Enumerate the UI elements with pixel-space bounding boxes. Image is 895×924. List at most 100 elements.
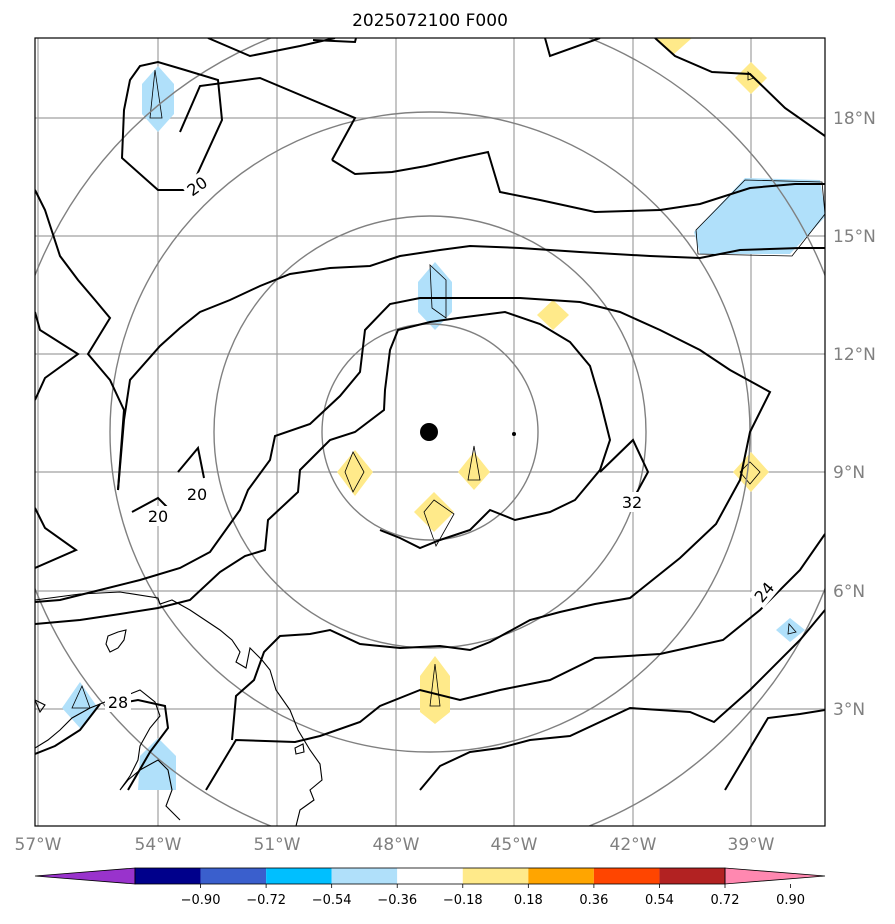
range-ring (213, 215, 647, 649)
contours (35, 38, 825, 791)
contour-line (177, 445, 205, 479)
contour-label: 20 (148, 507, 168, 526)
contour-line (35, 703, 101, 755)
colorbar-segment (397, 868, 463, 884)
lon-tick-label: 45°W (491, 835, 538, 855)
colorbar-segment (528, 868, 594, 884)
lat-tick-label: 18°N (833, 109, 876, 129)
positive-patch (420, 656, 450, 724)
contour-label: 32 (622, 493, 642, 512)
contour-line (724, 709, 825, 791)
colorbar-segment (462, 868, 529, 884)
contour-line (35, 189, 126, 491)
shaded-field (62, 38, 825, 790)
shade-outline (695, 179, 825, 257)
lat-tick-label: 6°N (833, 582, 865, 602)
lon-tick-label: 42°W (610, 835, 657, 855)
colorbar-segment (200, 868, 267, 884)
contour-line (179, 76, 357, 161)
positive-patch (414, 492, 454, 532)
negative-patch (418, 262, 452, 330)
contour-line (654, 38, 825, 137)
positive-patch (733, 452, 769, 492)
latitude-labels: 18°N 15°N 12°N 9°N 6°N 3°N (833, 109, 876, 720)
positive-patch (654, 38, 692, 54)
contour-line (35, 507, 79, 569)
lon-tick-label: 57°W (15, 835, 62, 855)
map-title: 2025072100 F000 (352, 11, 508, 31)
positive-patch (537, 300, 569, 330)
contour-label: 20 (187, 485, 207, 504)
colorbar-segment (331, 868, 398, 884)
colorbar-label: −0.54 (312, 893, 352, 908)
colorbar-label: 0.72 (711, 893, 740, 908)
colorbar-segment (659, 868, 725, 884)
coastline (35, 591, 323, 826)
shade-outline (429, 264, 447, 319)
lat-tick-label: 12°N (833, 345, 876, 365)
positive-patch (735, 62, 767, 94)
colorbar-label: −0.72 (246, 893, 286, 908)
lat-tick-label: 3°N (833, 700, 865, 720)
negative-patch (776, 618, 805, 642)
coastline-path (35, 689, 181, 821)
shade-outline (787, 623, 797, 635)
negative-patch (694, 178, 825, 254)
colorbar-segment (135, 868, 201, 884)
shade-outline (149, 69, 163, 119)
negative-patch (138, 738, 176, 790)
lon-tick-label: 51°W (254, 835, 301, 855)
small-marker (512, 432, 516, 436)
longitude-labels: 57°W 54°W 51°W 48°W 45°W 42°W 39°W (15, 835, 775, 855)
storm-center-marker (420, 423, 438, 441)
shade-outline (423, 499, 455, 547)
contour-line (312, 38, 357, 44)
lon-tick-label: 54°W (135, 835, 182, 855)
colorbar-label: 0.54 (645, 893, 674, 908)
colorbar-label: 0.18 (514, 893, 543, 908)
lon-tick-label: 48°W (373, 835, 420, 855)
contour-label: 28 (108, 693, 128, 712)
island-outline (35, 699, 46, 714)
contour-line (35, 297, 772, 741)
label-mask (619, 492, 645, 512)
range-ring (321, 323, 539, 541)
label-mask (145, 506, 171, 526)
colorbar-segment (593, 868, 660, 884)
shade-outline (429, 663, 441, 707)
label-mask (105, 692, 131, 712)
colorbar-extend-high (724, 867, 826, 885)
label-mask (747, 575, 781, 609)
colorbar-segment (266, 868, 332, 884)
contour-line (544, 38, 601, 58)
colorbar-extend-low (34, 867, 136, 885)
lat-tick-label: 15°N (833, 227, 876, 247)
shade-outline (467, 445, 481, 481)
shade-outline (71, 684, 91, 709)
coastline-path (35, 591, 323, 826)
contour-line (419, 609, 825, 791)
positive-patch (458, 452, 490, 490)
label-mask (184, 484, 210, 504)
colorbar-label: −0.18 (443, 893, 483, 908)
positive-patch (337, 450, 373, 496)
contour-line (207, 38, 336, 58)
map-area: 20 20 20 28 32 24 (35, 38, 825, 826)
colorbar-label: 0.36 (579, 893, 608, 908)
negative-patch (62, 682, 98, 728)
colorbar-outline (134, 867, 726, 885)
contour-line (205, 533, 825, 791)
shade-outline (344, 451, 365, 493)
lat-tick-label: 9°N (833, 463, 865, 483)
lon-tick-label: 39°W (728, 835, 775, 855)
contour-line (35, 311, 80, 401)
colorbar-label: −0.90 (181, 893, 221, 908)
map-frame (34, 37, 826, 827)
contour-line (331, 150, 825, 214)
shaded-outlines (71, 69, 825, 709)
colorbar-label: 0.90 (776, 893, 805, 908)
label-mask (180, 170, 214, 202)
colorbar-label: −0.36 (377, 893, 417, 908)
colorbar: −0.90 −0.72 −0.54 −0.36 −0.18 0.18 0.36 0.54 0.7… (34, 867, 826, 908)
